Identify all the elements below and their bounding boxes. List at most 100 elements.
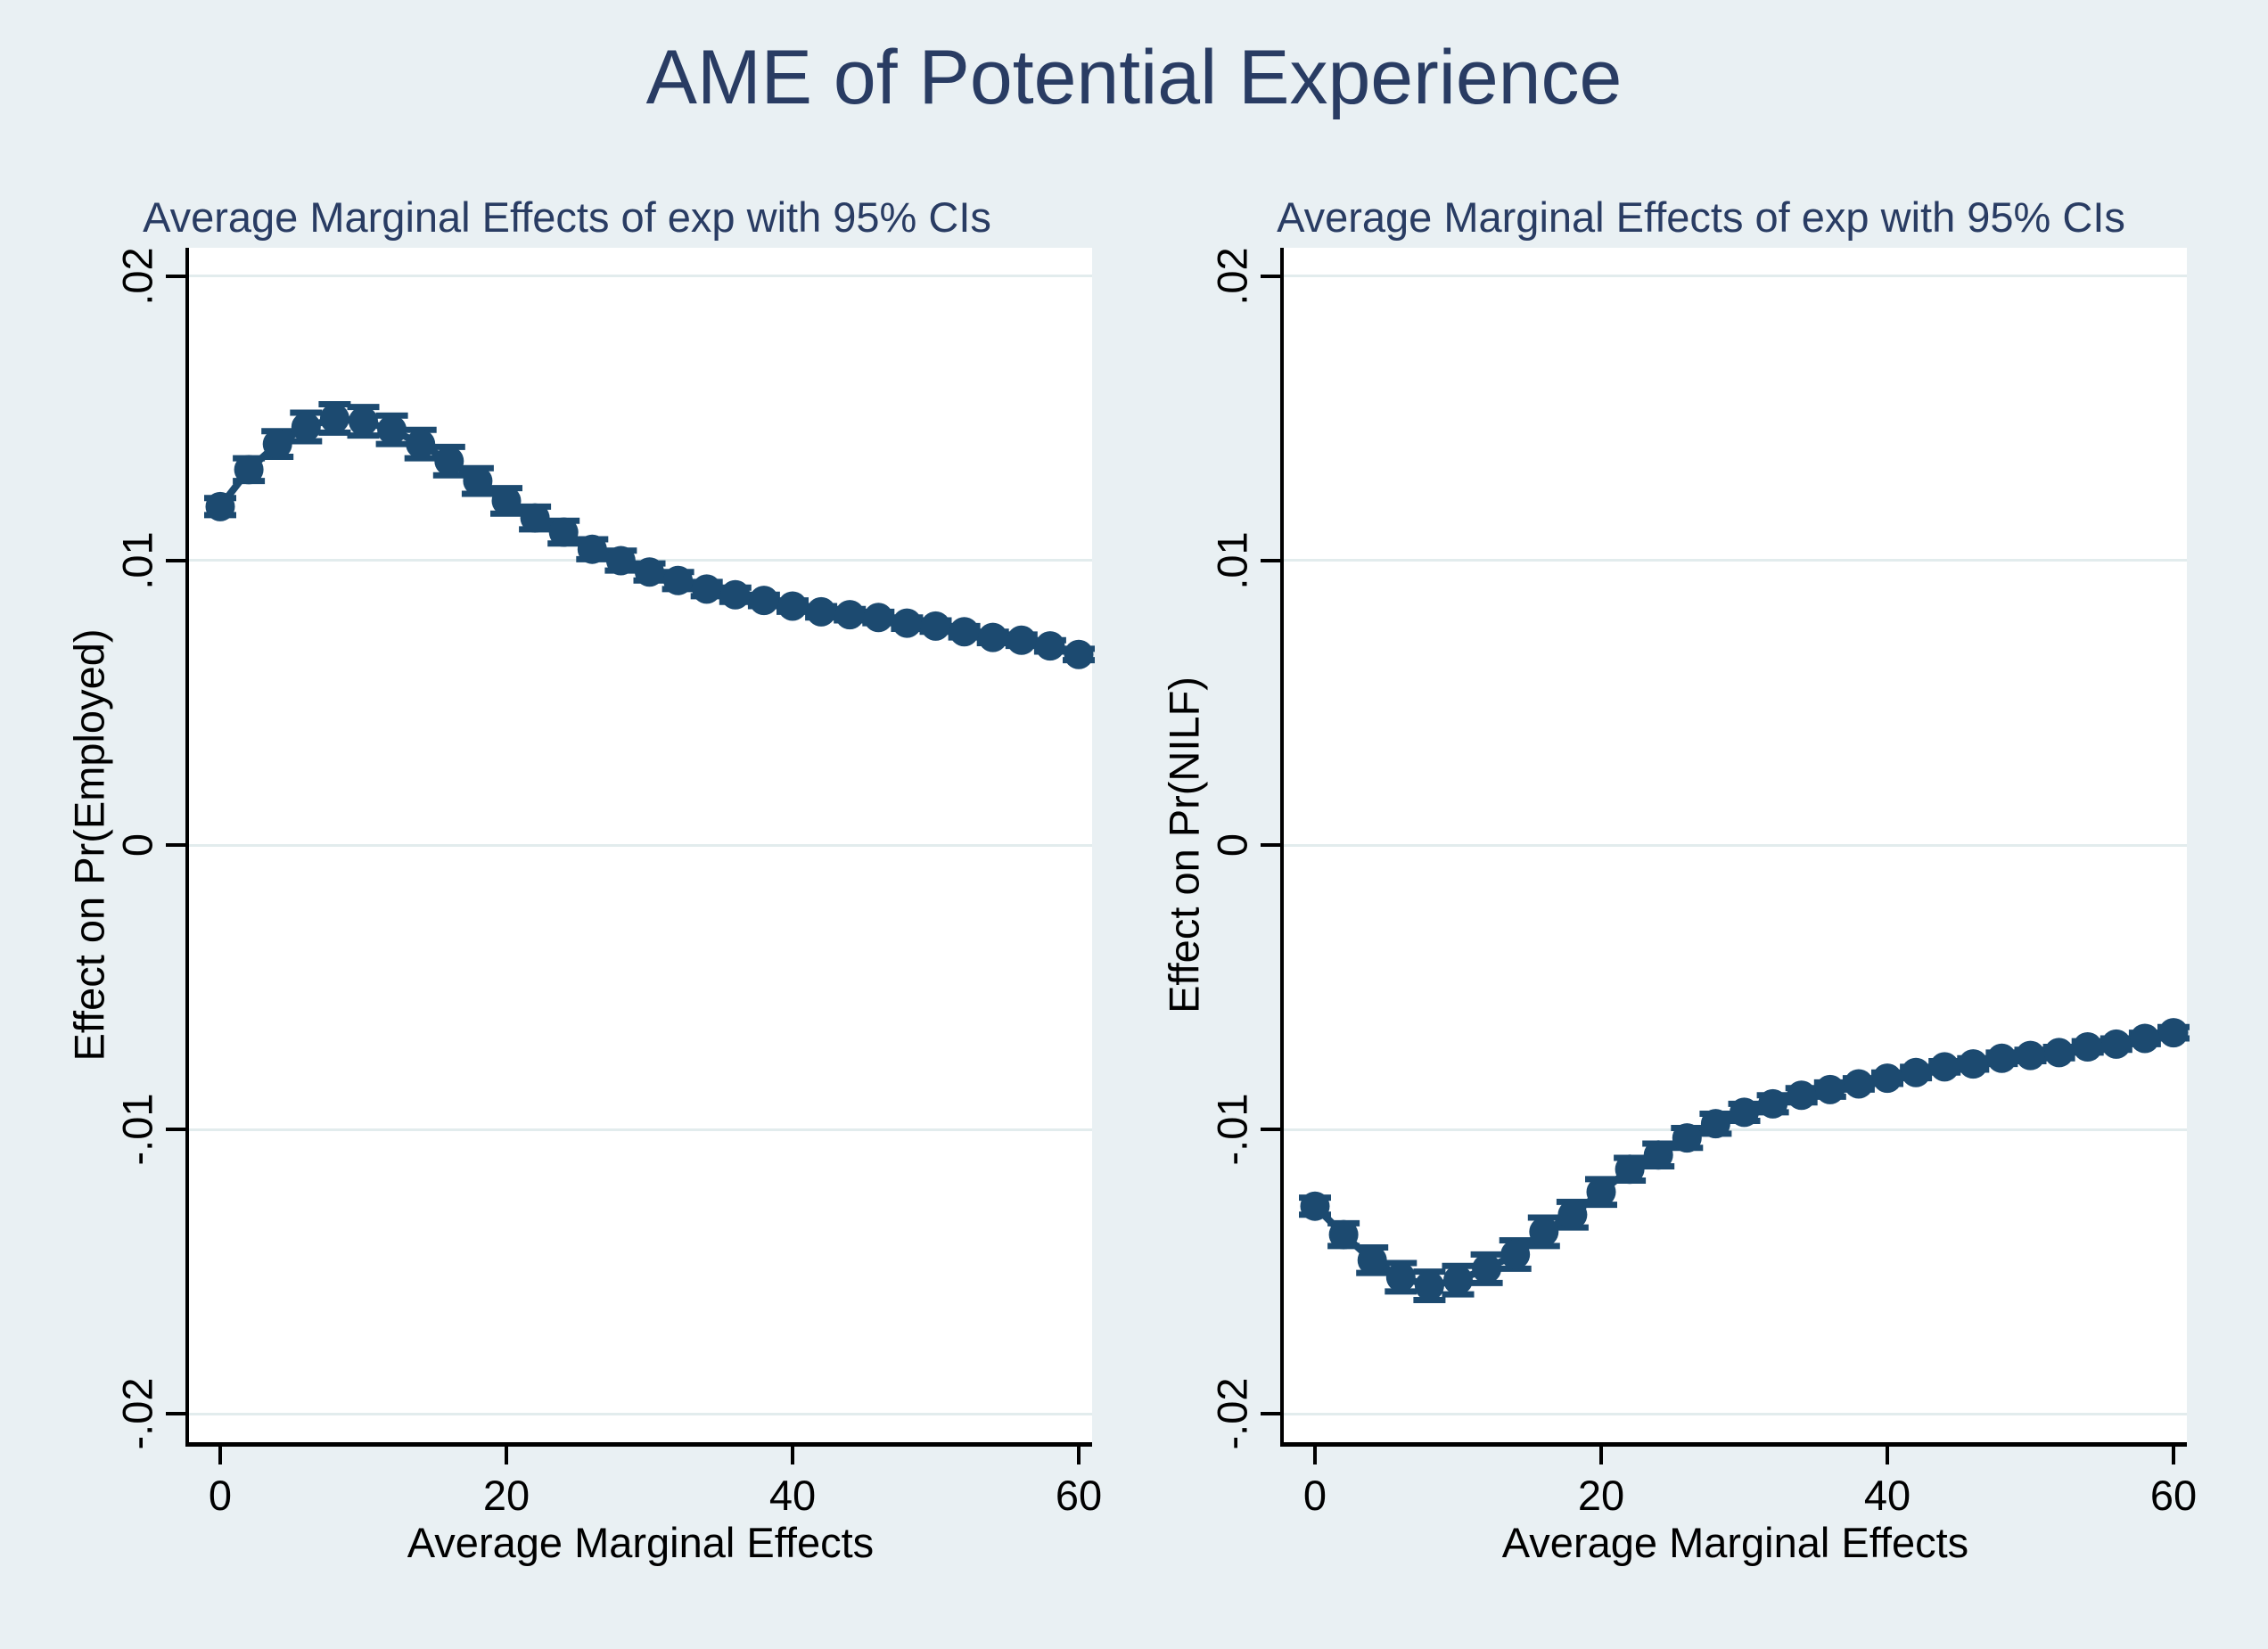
x-tick-label: 60	[1055, 1472, 1103, 1519]
y-tick	[1261, 274, 1280, 278]
y-tick	[166, 1128, 185, 1132]
data-point	[1986, 1043, 2017, 1073]
series-right	[1299, 1018, 2190, 1303]
data-point	[720, 579, 751, 610]
data-point	[1643, 1140, 1673, 1170]
data-point	[692, 574, 722, 604]
data-point	[1901, 1057, 1931, 1087]
x-tick	[1599, 1447, 1603, 1464]
y-tick-label: .01	[1208, 531, 1256, 590]
data-point	[1529, 1217, 1559, 1247]
x-tick	[791, 1447, 794, 1464]
data-point	[1064, 639, 1094, 669]
data-point	[663, 565, 694, 595]
data-point	[605, 546, 636, 576]
data-point	[1035, 631, 1065, 661]
y-axis-title-right: Effect on Pr(NILF)	[1160, 677, 1208, 1013]
y-gridline	[189, 1412, 1092, 1415]
y-gridline	[1284, 275, 2187, 278]
data-point	[1472, 1253, 1502, 1284]
series-left	[204, 400, 1095, 669]
data-point	[635, 557, 664, 587]
data-point	[520, 503, 550, 533]
x-tick-label: 0	[208, 1472, 233, 1519]
y-tick	[166, 558, 185, 562]
y-gridline	[1284, 559, 2187, 562]
y-tick-label: 0	[113, 833, 161, 857]
data-point	[2016, 1040, 2045, 1071]
data-point	[892, 608, 922, 638]
y-tick	[1261, 1412, 1280, 1416]
data-point	[491, 486, 522, 516]
data-point	[2130, 1023, 2160, 1054]
data-point	[2044, 1038, 2075, 1068]
data-point	[834, 600, 865, 630]
data-point	[1872, 1063, 1902, 1094]
data-point	[349, 406, 378, 437]
data-point	[548, 517, 579, 547]
y-gridline	[189, 275, 1092, 278]
data-point	[1007, 625, 1037, 655]
y-gridline	[189, 843, 1092, 847]
data-point	[1615, 1154, 1645, 1185]
plot-area-right	[1280, 248, 2190, 1447]
data-point	[1357, 1245, 1387, 1276]
x-axis-title-left: Average Marginal Effects	[407, 1519, 875, 1566]
data-point	[949, 617, 980, 647]
data-point	[1672, 1123, 1702, 1153]
data-point	[205, 491, 235, 521]
data-point	[1844, 1069, 1874, 1099]
data-point	[1557, 1200, 1588, 1230]
y-tick	[1261, 843, 1280, 847]
y-tick-label: -.01	[113, 1093, 161, 1166]
data-point	[777, 591, 808, 621]
x-tick-label: 40	[768, 1472, 817, 1519]
figure-title: AME of Potential Experience	[645, 35, 1623, 120]
series-line	[1312, 1029, 2174, 1290]
data-point	[1787, 1080, 1817, 1111]
data-point	[1443, 1265, 1473, 1295]
y-gridline	[1284, 1128, 2187, 1131]
data-point	[978, 622, 1008, 652]
y-gridline	[189, 1128, 1092, 1131]
x-tick-label: 60	[2149, 1472, 2198, 1519]
data-point	[1815, 1074, 1845, 1104]
data-point	[863, 603, 893, 633]
data-point	[749, 586, 779, 616]
y-axis-title-left: Effect on Pr(Employed)	[65, 628, 113, 1062]
y-tick-label: -.02	[1208, 1377, 1256, 1450]
data-point	[1414, 1271, 1444, 1301]
x-tick	[505, 1447, 508, 1464]
y-tick-label: -.01	[1208, 1093, 1256, 1166]
data-point	[463, 466, 493, 496]
y-tick	[166, 274, 185, 278]
data-point	[577, 534, 607, 564]
x-tick	[218, 1447, 222, 1464]
x-tick	[1886, 1447, 1889, 1464]
data-point	[1300, 1191, 1330, 1221]
data-point	[2158, 1018, 2189, 1048]
data-point	[1958, 1049, 1988, 1079]
data-point	[234, 455, 264, 485]
y-tick	[1261, 558, 1280, 562]
data-point	[319, 403, 349, 433]
y-tick	[1261, 1128, 1280, 1132]
y-tick-label: -.02	[113, 1377, 161, 1450]
data-point	[921, 611, 950, 641]
x-tick-label: 40	[1863, 1472, 1911, 1519]
data-point	[406, 429, 436, 459]
data-point	[1385, 1262, 1416, 1292]
x-tick	[1313, 1447, 1317, 1464]
data-point	[1500, 1239, 1531, 1269]
x-tick-label: 20	[482, 1472, 530, 1519]
plot-area-left	[185, 248, 1095, 1447]
x-axis-title-right: Average Marginal Effects	[1501, 1519, 1969, 1566]
y-tick-label: .02	[113, 247, 161, 306]
x-tick	[2172, 1447, 2175, 1464]
data-point	[262, 429, 292, 459]
x-tick	[1077, 1447, 1081, 1464]
y-tick-label: .02	[1208, 247, 1256, 306]
data-point	[291, 412, 321, 442]
data-point	[806, 596, 836, 627]
